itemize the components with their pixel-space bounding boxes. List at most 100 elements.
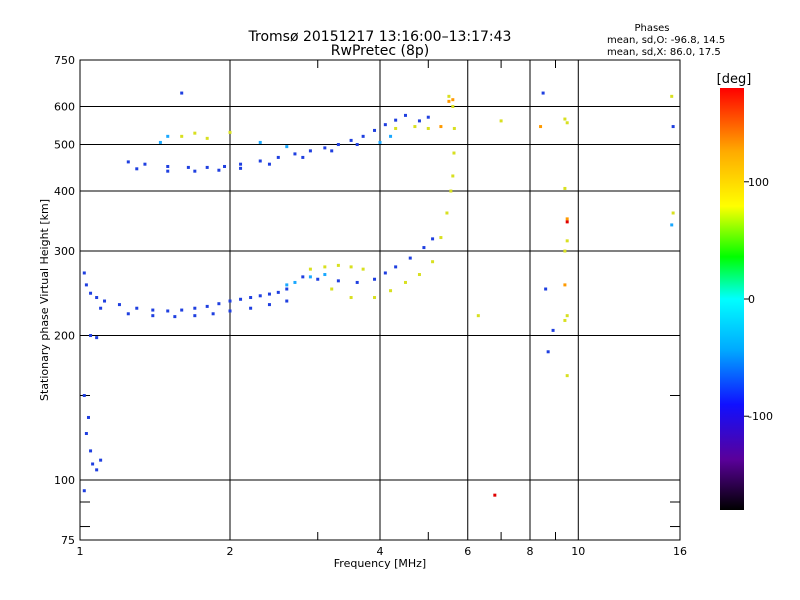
data-point: [301, 155, 305, 159]
data-point: [349, 138, 353, 142]
data-point: [267, 162, 271, 166]
data-point: [84, 432, 88, 436]
data-point: [403, 113, 407, 117]
data-point: [151, 314, 155, 318]
data-point: [539, 125, 543, 129]
data-point: [336, 143, 340, 147]
y-tick-label: 750: [54, 54, 75, 67]
data-point: [267, 303, 271, 307]
x-tick-label: 10: [571, 545, 585, 558]
data-point: [670, 94, 674, 98]
data-point: [563, 186, 567, 190]
data-point: [417, 273, 421, 277]
data-point: [671, 211, 675, 215]
data-point: [403, 280, 407, 284]
data-point: [228, 299, 232, 303]
data-point: [426, 126, 430, 130]
data-point: [193, 169, 197, 173]
colorbar-label: [deg]: [717, 72, 752, 87]
data-point: [452, 151, 456, 155]
x-axis-label: Frequency [MHz]: [334, 557, 426, 570]
data-point: [439, 125, 443, 129]
data-point: [301, 275, 305, 279]
data-point: [267, 292, 271, 296]
data-point: [355, 280, 359, 284]
colorbar-ticks: -100 0 100: [744, 176, 773, 423]
data-point: [349, 265, 353, 269]
data-point: [249, 296, 253, 300]
data-point: [239, 297, 243, 301]
data-point: [447, 94, 451, 98]
data-point: [151, 308, 155, 312]
data-point: [323, 265, 327, 269]
data-point: [394, 126, 398, 130]
data-point: [551, 328, 555, 332]
data-point: [84, 283, 88, 287]
data-point: [565, 220, 569, 224]
data-point: [355, 143, 359, 147]
y-tick-label: 100: [54, 474, 75, 487]
data-point: [205, 165, 209, 169]
data-point: [239, 166, 243, 170]
data-point: [565, 217, 569, 221]
data-point: [670, 223, 674, 227]
data-point: [285, 283, 289, 287]
y-axis-label: Stationary phase Virtual Height [km]: [38, 199, 51, 401]
data-point: [373, 277, 377, 281]
data-point: [285, 145, 289, 149]
data-point: [293, 152, 297, 156]
data-point: [117, 303, 121, 307]
data-point: [431, 260, 435, 264]
data-point: [445, 211, 449, 215]
data-point: [166, 169, 170, 173]
data-point: [166, 164, 170, 168]
data-point: [565, 239, 569, 243]
data-point: [308, 149, 312, 153]
data-point: [205, 304, 209, 308]
data-point: [378, 140, 382, 144]
data-point: [103, 299, 107, 303]
data-point: [249, 306, 253, 310]
grid-lines: [80, 60, 680, 540]
stats-o-mode: mean, sd,O: -96.8, 14.5: [607, 35, 725, 46]
y-tick-label: 200: [54, 330, 75, 343]
data-point: [180, 308, 184, 312]
data-point: [413, 125, 417, 129]
data-point: [426, 115, 430, 119]
data-point: [541, 91, 545, 95]
data-point: [349, 296, 353, 300]
data-point: [166, 134, 170, 138]
colorbar-tick-label: -100: [748, 410, 773, 423]
data-point: [193, 131, 197, 135]
data-point: [239, 162, 243, 166]
y-tick-label: 300: [54, 245, 75, 258]
data-point: [166, 309, 170, 313]
data-point: [99, 458, 103, 462]
data-point: [193, 314, 197, 318]
data-point: [217, 168, 221, 172]
data-point: [563, 283, 567, 287]
data-point: [383, 123, 387, 127]
data-point: [565, 314, 569, 318]
data-point: [258, 140, 262, 144]
data-point: [308, 275, 312, 279]
stats-x-mode: mean, sd,X: 86.0, 17.5: [607, 47, 721, 58]
data-point: [563, 249, 567, 253]
data-point: [258, 159, 262, 163]
data-point: [86, 415, 90, 419]
x-tick-label: 4: [377, 545, 384, 558]
chart-subtitle: RwPretec (8p): [331, 43, 429, 59]
data-point: [99, 306, 103, 310]
data-point: [316, 277, 320, 281]
data-point: [95, 336, 99, 340]
data-point: [158, 140, 162, 144]
data-point: [323, 273, 327, 277]
axis-ticks: [80, 60, 680, 540]
data-point: [389, 289, 393, 293]
y-tick-label: 500: [54, 139, 75, 152]
data-point: [449, 189, 453, 193]
data-point: [563, 117, 567, 121]
data-point: [228, 130, 232, 134]
data-point: [126, 312, 130, 316]
data-point: [211, 312, 215, 316]
